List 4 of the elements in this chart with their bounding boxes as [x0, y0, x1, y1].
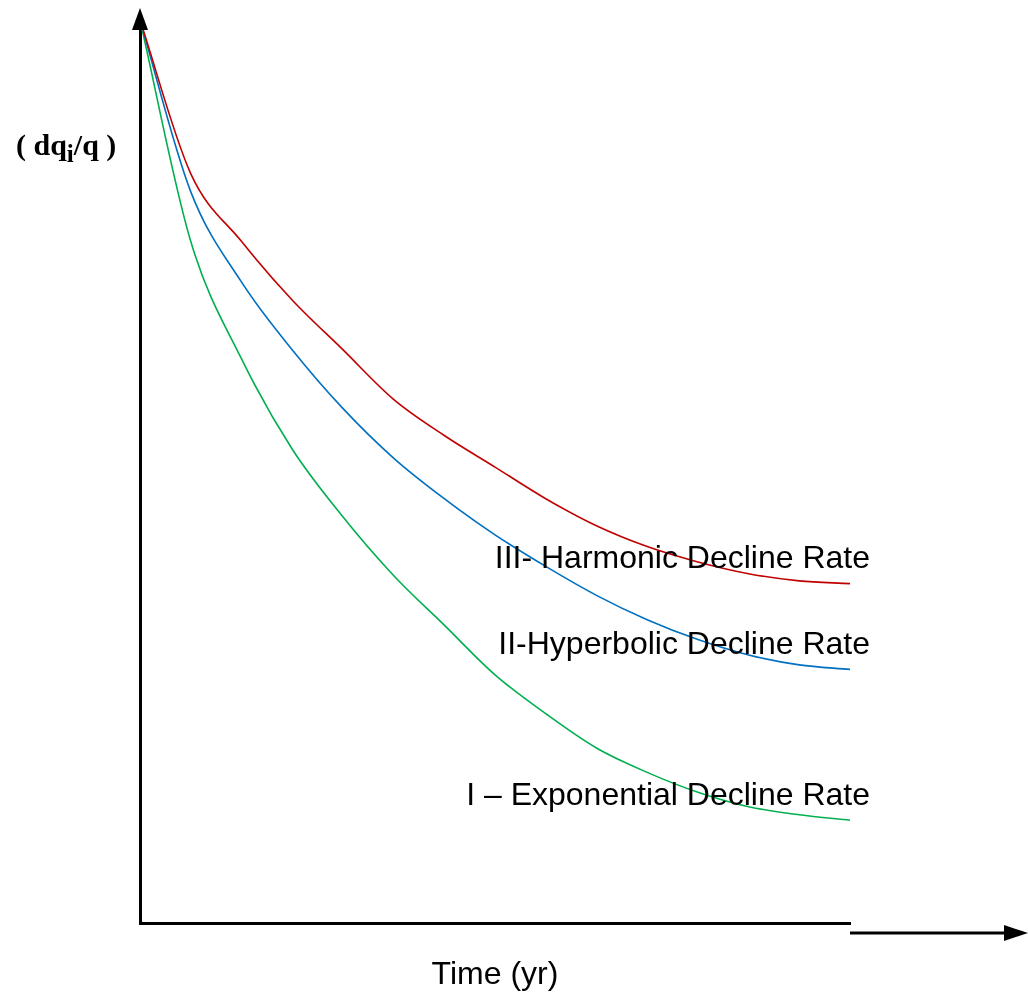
series-label: III- Harmonic Decline Rate: [494, 539, 870, 576]
y-axis-title: ( dq$_{i}$/q ): [16, 128, 117, 168]
x-axis-title: Time (yr): [431, 954, 559, 991]
series-label: I – Exponential Decline Rate: [466, 776, 870, 813]
